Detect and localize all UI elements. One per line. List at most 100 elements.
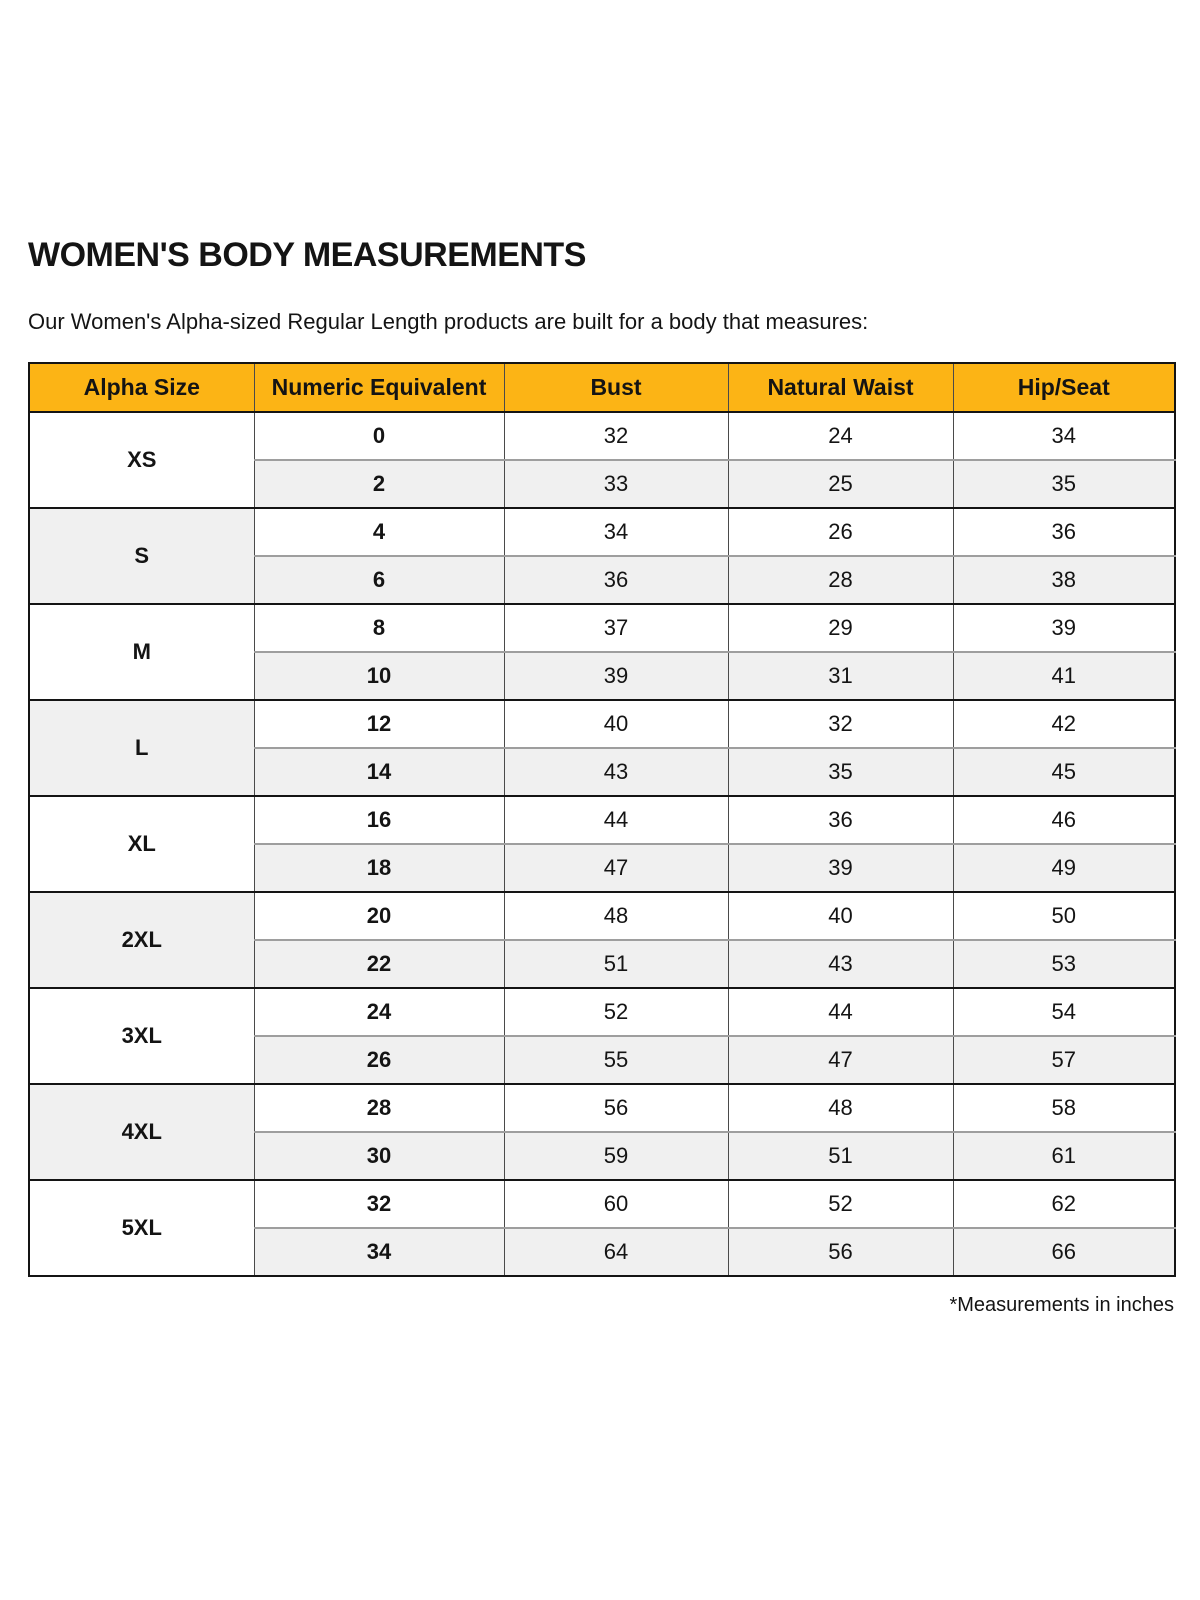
bust-cell: 44 — [503, 795, 728, 844]
bust-cell: 48 — [503, 891, 728, 940]
bust-cell: 56 — [503, 1083, 728, 1132]
table-row: 2 33 25 35 — [29, 459, 1175, 508]
hip-cell: 38 — [952, 555, 1175, 604]
waist-cell: 47 — [727, 1035, 953, 1084]
numeric-cell: 34 — [253, 1227, 504, 1276]
alpha-size-cell: L — [28, 699, 254, 796]
numeric-cell: 8 — [253, 603, 504, 652]
bust-cell: 32 — [503, 411, 728, 460]
hip-cell: 45 — [952, 747, 1175, 796]
hip-cell: 58 — [952, 1083, 1175, 1132]
bust-cell: 34 — [503, 507, 728, 556]
hip-cell: 53 — [952, 939, 1175, 988]
hip-cell: 57 — [952, 1035, 1175, 1084]
column-header-alpha-size: Alpha Size — [28, 363, 254, 413]
numeric-cell: 20 — [253, 891, 504, 940]
hip-cell: 54 — [952, 987, 1175, 1036]
page-title: WOMEN'S BODY MEASUREMENTS — [28, 236, 586, 274]
size-chart-table: Alpha Size Numeric Equivalent Bust Natur… — [28, 362, 1176, 1277]
numeric-cell: 26 — [253, 1035, 504, 1084]
numeric-cell: 32 — [253, 1179, 504, 1228]
footnote: *Measurements in inches — [949, 1294, 1174, 1316]
hip-cell: 35 — [952, 459, 1175, 508]
bust-cell: 33 — [503, 459, 728, 508]
waist-cell: 40 — [727, 891, 953, 940]
table-row: 30 59 51 61 — [29, 1131, 1175, 1180]
header-row: Alpha Size Numeric Equivalent Bust Natur… — [28, 363, 1175, 413]
table-row: XS 0 32 24 34 — [28, 411, 1175, 508]
hip-cell: 42 — [952, 699, 1175, 748]
alpha-size-cell: 5XL — [28, 1179, 254, 1276]
column-header-hip-seat: Hip/Seat — [952, 363, 1175, 413]
numeric-cell: 28 — [253, 1083, 504, 1132]
intro-text: Our Women's Alpha-sized Regular Length p… — [28, 309, 869, 334]
table-row: S 4 34 26 36 — [28, 507, 1175, 604]
waist-cell: 43 — [727, 939, 953, 988]
table-row: 3XL 24 52 44 54 — [28, 987, 1175, 1084]
table-row: 14 43 35 45 — [29, 747, 1175, 796]
waist-cell: 31 — [727, 651, 953, 700]
table-row: 2XL 20 48 40 50 — [28, 891, 1175, 988]
alpha-size-cell: S — [28, 507, 254, 604]
waist-cell: 32 — [727, 699, 953, 748]
hip-cell: 50 — [952, 891, 1175, 940]
table-row: 22 51 43 53 — [29, 939, 1175, 988]
alpha-size-cell: 4XL — [28, 1083, 254, 1180]
bust-cell: 36 — [503, 555, 728, 604]
table-row: 26 55 47 57 — [29, 1035, 1175, 1084]
size-chart-page: WOMEN'S BODY MEASUREMENTS Our Women's Al… — [28, 236, 1176, 1316]
column-header-numeric-equivalent: Numeric Equivalent — [253, 363, 504, 413]
waist-cell: 29 — [727, 603, 953, 652]
numeric-cell: 10 — [253, 651, 504, 700]
waist-cell: 35 — [727, 747, 953, 796]
numeric-cell: 22 — [253, 939, 504, 988]
numeric-cell: 6 — [253, 555, 504, 604]
bust-cell: 40 — [503, 699, 728, 748]
table-row: XL 16 44 36 46 — [28, 795, 1175, 892]
hip-cell: 46 — [952, 795, 1175, 844]
bust-cell: 52 — [503, 987, 728, 1036]
bust-cell: 43 — [503, 747, 728, 796]
bust-cell: 37 — [503, 603, 728, 652]
hip-cell: 49 — [952, 843, 1175, 892]
hip-cell: 34 — [952, 411, 1175, 460]
numeric-cell: 0 — [253, 411, 504, 460]
waist-cell: 44 — [727, 987, 953, 1036]
hip-cell: 41 — [952, 651, 1175, 700]
table-row: M 8 37 29 39 — [28, 603, 1175, 700]
numeric-cell: 16 — [253, 795, 504, 844]
waist-cell: 56 — [727, 1227, 953, 1276]
waist-cell: 36 — [727, 795, 953, 844]
bust-cell: 64 — [503, 1227, 728, 1276]
bust-cell: 51 — [503, 939, 728, 988]
hip-cell: 36 — [952, 507, 1175, 556]
table-row: 4XL 28 56 48 58 — [28, 1083, 1175, 1180]
numeric-cell: 14 — [253, 747, 504, 796]
bust-cell: 60 — [503, 1179, 728, 1228]
waist-cell: 39 — [727, 843, 953, 892]
bust-cell: 59 — [503, 1131, 728, 1180]
bust-cell: 39 — [503, 651, 728, 700]
table-row: L 12 40 32 42 — [28, 699, 1175, 796]
bust-cell: 55 — [503, 1035, 728, 1084]
numeric-cell: 2 — [253, 459, 504, 508]
column-header-bust: Bust — [503, 363, 728, 413]
alpha-size-cell: XL — [28, 795, 254, 892]
waist-cell: 28 — [727, 555, 953, 604]
table-row: 18 47 39 49 — [29, 843, 1175, 892]
waist-cell: 24 — [727, 411, 953, 460]
hip-cell: 39 — [952, 603, 1175, 652]
numeric-cell: 4 — [253, 507, 504, 556]
table-row: 6 36 28 38 — [29, 555, 1175, 604]
hip-cell: 61 — [952, 1131, 1175, 1180]
waist-cell: 25 — [727, 459, 953, 508]
bust-cell: 47 — [503, 843, 728, 892]
numeric-cell: 30 — [253, 1131, 504, 1180]
waist-cell: 51 — [727, 1131, 953, 1180]
table-row: 10 39 31 41 — [29, 651, 1175, 700]
alpha-size-cell: XS — [28, 411, 254, 508]
table-row: 5XL 32 60 52 62 — [28, 1179, 1175, 1276]
table-row: 34 64 56 66 — [29, 1227, 1175, 1276]
alpha-size-cell: 2XL — [28, 891, 254, 988]
numeric-cell: 12 — [253, 699, 504, 748]
